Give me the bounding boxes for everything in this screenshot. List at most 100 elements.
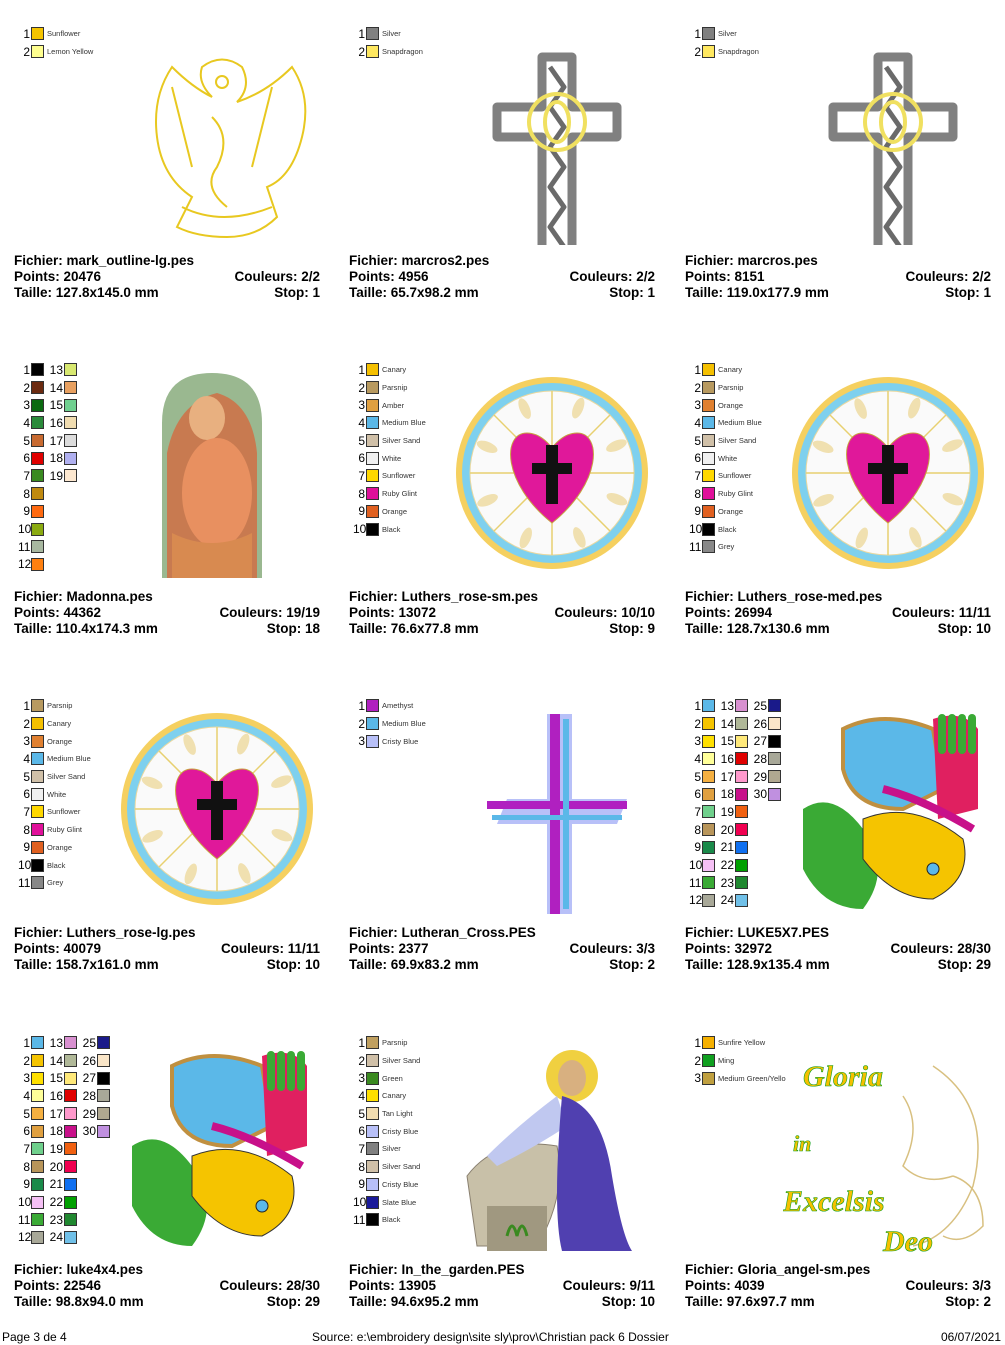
color-swatch-item: 2 [18, 379, 44, 397]
swatch-number: 4 [23, 751, 30, 766]
color-box [64, 1142, 77, 1156]
color-box [64, 1177, 77, 1191]
color-box [97, 1054, 110, 1068]
color-swatch-item: 30 [750, 785, 781, 803]
color-box [64, 363, 77, 377]
svg-text:in: in [793, 1131, 811, 1156]
color-swatch-item: 10 [18, 520, 44, 538]
swatch-number: 18 [720, 787, 734, 802]
size-label: Taille: [685, 957, 727, 972]
swatch-number: 9 [358, 1177, 365, 1192]
file-label: Fichier: [14, 253, 67, 268]
color-box [31, 451, 44, 465]
color-name: White [47, 789, 67, 799]
colors-label: Couleurs: [220, 941, 288, 956]
swatch-number: 24 [49, 1230, 63, 1245]
colors-label: Couleurs: [219, 605, 287, 620]
luther-rose-embroidery-image [456, 377, 648, 569]
design-card: 1 Sunfire Yellow 2 Ming 3 Medium Green/Yello … [683, 1034, 1003, 1334]
swatch-number: 16 [49, 1088, 63, 1103]
color-name: Black [718, 524, 737, 534]
color-swatch-item: 28 [750, 750, 781, 768]
color-swatch-item: 26 [750, 715, 781, 733]
color-box [366, 487, 379, 501]
color-swatch-item: 4 [689, 750, 715, 768]
swatch-number: 23 [720, 875, 734, 890]
swatch-number: 11 [689, 875, 702, 890]
color-box [31, 416, 44, 430]
points-label: Points: [685, 941, 735, 956]
color-list: 1 Canary 2 Parsnip 3 Orange 4 Medium Blue 5 Silve… [689, 361, 762, 573]
color-box [702, 699, 715, 713]
swatch-number: 21 [49, 1177, 63, 1192]
color-box [702, 1036, 715, 1050]
color-swatch-item: 6 White [689, 449, 762, 467]
color-box [31, 805, 44, 819]
points-label: Points: [685, 1278, 735, 1293]
swatch-number: 4 [694, 751, 701, 766]
colors-value: 2/2 [972, 269, 991, 284]
color-swatch-item: 3 Amber [353, 396, 426, 414]
stop-value: 1 [647, 285, 655, 300]
swatch-number: 9 [23, 840, 30, 855]
print-date: 06/07/2021 [940, 1330, 1001, 1344]
swatch-number: 26 [753, 716, 767, 731]
color-name: Parsnip [382, 383, 408, 393]
swatch-number: 20 [49, 1159, 63, 1174]
design-info: Fichier: Luthers_rose-med.pes Points: 26… [685, 589, 991, 637]
color-box [366, 1160, 379, 1174]
swatch-number: 15 [49, 398, 63, 413]
color-swatch-item: 9 [689, 839, 715, 857]
color-box [366, 27, 379, 41]
size-label: Taille: [14, 621, 56, 636]
design-card: 1 Silver 2 Snapdragon Fichier: marcros.pes … [683, 25, 1003, 325]
color-box [735, 858, 748, 872]
size-value: 127.8x145.0 mm [55, 285, 159, 300]
color-swatch-item: 12 [18, 556, 44, 574]
color-box [64, 381, 77, 395]
color-box [64, 1089, 77, 1103]
color-name: Black [382, 524, 401, 534]
color-swatch-item: 1 Silver [353, 25, 423, 43]
color-box [64, 1230, 77, 1244]
swatch-number: 6 [23, 1124, 30, 1139]
color-swatch-item: 2 Parsnip [353, 379, 426, 397]
swatch-number: 1 [358, 698, 365, 713]
color-box [735, 876, 748, 890]
swatch-number: 1 [358, 1035, 365, 1050]
swatch-number: 10 [353, 1195, 367, 1210]
color-swatch-item: 27 [750, 732, 781, 750]
swatch-number: 3 [23, 734, 30, 749]
points-label: Points: [349, 1278, 399, 1293]
color-box [31, 557, 44, 571]
color-box [768, 770, 781, 784]
color-box [735, 699, 748, 713]
stop-value: 18 [304, 621, 320, 636]
color-name: Canary [718, 365, 743, 375]
color-box [31, 752, 44, 766]
size-value: 65.7x98.2 mm [390, 285, 479, 300]
color-box [366, 1195, 379, 1209]
color-name: Ruby Glint [47, 825, 83, 835]
color-list: 1 Canary 2 Parsnip 3 Amber 4 Medium Blue 5 Silver… [353, 361, 426, 573]
color-swatch-item: 1 Sunflower [18, 25, 93, 43]
color-swatch-item: 15 [46, 1069, 77, 1087]
color-swatch-item: 2 [689, 715, 715, 733]
color-box [31, 381, 44, 395]
color-box [366, 1213, 379, 1227]
color-swatch-item: 14 [46, 1052, 77, 1070]
swatch-number: 10 [689, 858, 703, 873]
swatch-number: 5 [694, 769, 701, 784]
colors-value: 2/2 [301, 269, 320, 284]
color-box [702, 45, 715, 59]
color-box [366, 1177, 379, 1191]
color-box [31, 734, 44, 748]
size-value: 128.7x130.6 mm [726, 621, 830, 636]
color-swatch-item: 8 Silver Sand [353, 1158, 420, 1176]
swatch-number: 7 [23, 1141, 30, 1156]
color-box [97, 1071, 110, 1085]
color-swatch-item: 19 [717, 803, 748, 821]
color-box [702, 469, 715, 483]
color-box [702, 876, 715, 890]
svg-text:Deo: Deo [882, 1225, 933, 1254]
